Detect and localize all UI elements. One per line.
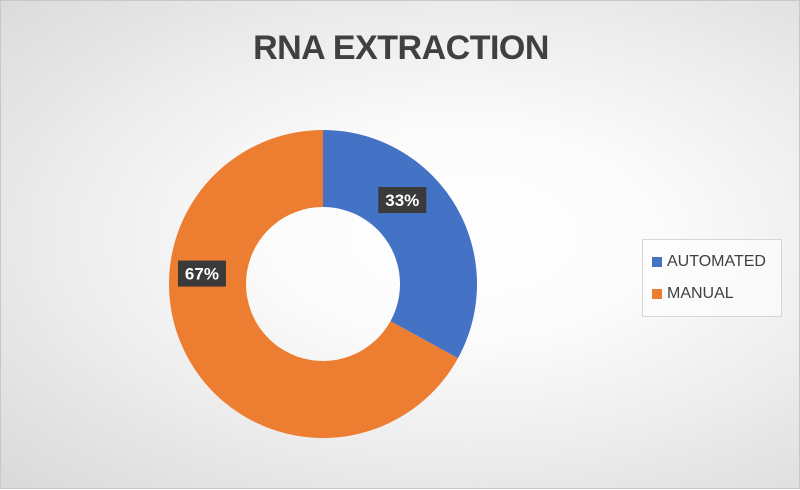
- legend-swatch-manual: [652, 289, 662, 299]
- donut-slice-manual: [168, 130, 458, 438]
- legend-label-automated: AUTOMATED: [667, 253, 766, 270]
- legend-label-manual: MANUAL: [667, 285, 734, 302]
- donut-slice-automated: [323, 130, 478, 359]
- legend: AUTOMATED MANUAL: [642, 239, 782, 317]
- data-label-text: 33%: [385, 191, 419, 210]
- donut-slices: [168, 130, 478, 438]
- legend-item-manual: MANUAL: [652, 284, 734, 304]
- legend-swatch-automated: [652, 257, 662, 267]
- data-label-box: [177, 260, 226, 287]
- data-labels: 33% 67%: [177, 187, 427, 287]
- data-label-automated: 33%: [378, 187, 427, 214]
- data-label-box: [378, 187, 427, 214]
- data-label-manual: 67%: [177, 260, 226, 287]
- data-label-text: 67%: [185, 265, 219, 284]
- chart-title: RNA EXTRACTION: [253, 29, 549, 67]
- legend-item-automated: AUTOMATED: [652, 252, 766, 272]
